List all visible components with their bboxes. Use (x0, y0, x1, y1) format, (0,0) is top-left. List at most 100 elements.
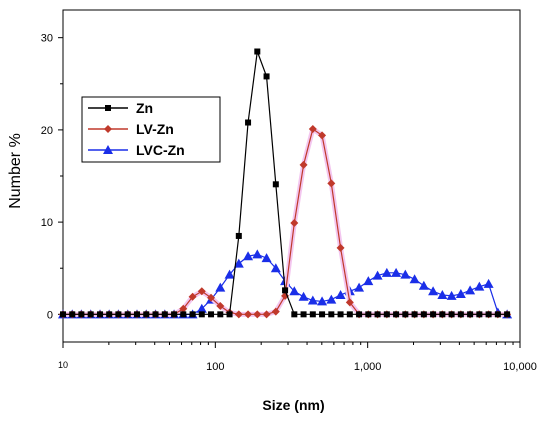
legend: Zn LV-Zn LVC-Zn (81, 96, 221, 163)
data-point (446, 290, 457, 300)
data-point (393, 311, 400, 318)
data-point (188, 292, 197, 301)
data-point (307, 295, 318, 305)
data-point (402, 311, 409, 318)
data-point (345, 298, 354, 307)
data-point (244, 310, 253, 319)
data-point (243, 251, 254, 261)
x-tick-label: 100 (206, 361, 224, 373)
data-point (207, 293, 216, 302)
data-point (409, 274, 420, 284)
data-point (476, 311, 483, 318)
data-point (346, 311, 353, 318)
data-point (455, 289, 466, 299)
data-point (282, 287, 289, 294)
data-point (235, 232, 242, 239)
x-tick-label: 1,000 (354, 361, 382, 373)
data-point (381, 267, 392, 277)
data-point (180, 311, 187, 318)
data-point (365, 311, 372, 318)
data-point (437, 289, 448, 299)
x-axis-ticks: 10 100 1,000 10,000 (58, 342, 537, 373)
data-point (152, 311, 159, 318)
y-tick-label: 30 (41, 33, 53, 45)
data-point (428, 286, 439, 296)
y-axis-title: Number % (7, 133, 24, 209)
x-axis-title: Size (nm) (262, 397, 324, 413)
data-point (115, 311, 122, 318)
data-point (233, 258, 244, 268)
data-point (335, 289, 346, 299)
data-point (270, 263, 281, 273)
data-point (215, 282, 226, 292)
legend-marker (104, 125, 112, 133)
data-point (391, 267, 402, 277)
data-point (298, 291, 309, 301)
data-point (263, 73, 270, 80)
data-point (299, 160, 308, 169)
data-point (78, 311, 85, 318)
data-point (262, 310, 271, 319)
data-point (356, 311, 363, 318)
data-point (271, 307, 280, 316)
data-point (418, 280, 429, 290)
legend-label: LV-Zn (136, 121, 174, 137)
data-point (133, 311, 140, 318)
data-point (374, 311, 381, 318)
legend-marker (105, 105, 111, 111)
y-tick-label: 0 (47, 309, 53, 321)
data-point (208, 311, 215, 318)
data-point (494, 311, 501, 318)
data-point (189, 311, 196, 318)
data-point (430, 311, 437, 318)
data-point (420, 311, 427, 318)
data-point (483, 278, 494, 288)
data-point (197, 287, 206, 296)
data-point (328, 311, 335, 318)
data-point (337, 311, 344, 318)
plot-area: 10 100 1,000 10,000 0 10 20 30 (41, 9, 537, 373)
data-point (234, 310, 243, 319)
data-point (400, 269, 411, 279)
data-point (354, 282, 365, 292)
x-tick-label: 10 (58, 360, 68, 370)
data-point (308, 124, 317, 133)
data-point (327, 179, 336, 188)
y-tick-label: 20 (41, 125, 53, 137)
data-point (317, 296, 328, 306)
data-point (318, 131, 327, 140)
legend-item-lvc-zn: LVC-Zn (88, 142, 185, 158)
data-point (97, 311, 104, 318)
data-point (143, 311, 150, 318)
data-point (326, 294, 337, 304)
series-line (63, 51, 508, 315)
data-point (226, 311, 233, 318)
data-point (363, 276, 374, 286)
series-layer (58, 48, 513, 319)
data-point (224, 269, 235, 279)
legend-label: Zn (136, 100, 153, 116)
legend-item-lv-zn: LV-Zn (88, 121, 174, 137)
data-point (319, 311, 326, 318)
data-point (309, 311, 316, 318)
data-point (465, 285, 476, 295)
data-point (60, 311, 66, 318)
data-point (252, 249, 263, 259)
y-tick-label: 10 (41, 217, 53, 229)
data-point (261, 253, 272, 263)
data-point (179, 304, 188, 313)
data-point (467, 311, 474, 318)
data-point (411, 311, 418, 318)
data-point (300, 311, 307, 318)
data-point (457, 311, 464, 318)
data-point (383, 311, 390, 318)
data-point (161, 311, 168, 318)
data-point (272, 181, 279, 188)
data-point (290, 219, 299, 228)
legend-item-zn: Zn (88, 100, 153, 116)
legend-label: LVC-Zn (136, 142, 185, 158)
data-point (448, 311, 455, 318)
data-point (289, 286, 300, 296)
data-point (439, 311, 446, 318)
